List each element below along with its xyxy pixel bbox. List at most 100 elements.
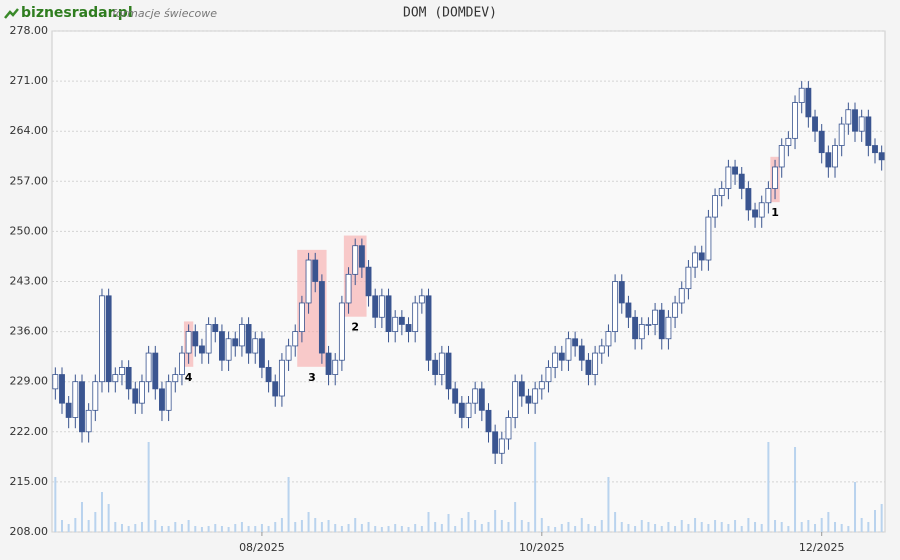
- volume-bar: [354, 518, 357, 532]
- candle-body: [438, 352, 445, 375]
- volume-bar: [414, 524, 417, 532]
- volume-bar: [154, 520, 157, 532]
- volume-bar: [700, 522, 703, 532]
- volume-bar: [874, 510, 877, 532]
- volume-bar: [240, 522, 243, 532]
- candle-body: [772, 166, 778, 189]
- candle-body: [192, 331, 199, 347]
- volume-bar: [214, 524, 217, 532]
- volume-bar: [820, 518, 823, 532]
- candle-body: [578, 345, 585, 361]
- y-tick-label: 250.00: [10, 224, 49, 237]
- volume-bar: [374, 526, 377, 532]
- candle-body: [852, 109, 858, 132]
- candle-body: [692, 252, 699, 268]
- y-tick-label: 264.00: [10, 124, 49, 137]
- candle-body: [665, 316, 672, 340]
- candle-body: [318, 281, 325, 354]
- candle-body: [585, 359, 592, 375]
- volume-bar: [387, 526, 390, 532]
- candle-body: [752, 209, 758, 218]
- candle-body: [105, 295, 112, 383]
- candle-body: [432, 359, 439, 375]
- candle-body: [492, 431, 499, 454]
- candle-body: [625, 302, 632, 318]
- logo-icon: [4, 8, 19, 19]
- candle-body: [712, 195, 719, 218]
- candle-body: [638, 324, 645, 340]
- volume-bar: [880, 504, 883, 532]
- candle-body: [812, 116, 818, 132]
- volume-bar: [454, 526, 457, 532]
- pattern-label: 1: [771, 206, 779, 219]
- volume-bar: [174, 522, 177, 532]
- candle-body: [212, 324, 219, 333]
- volume-bar: [167, 526, 170, 532]
- subtitle: formacje świecowe: [112, 7, 217, 20]
- candle-body: [412, 302, 419, 333]
- volume-bar: [567, 522, 570, 532]
- volume-bar: [247, 526, 250, 532]
- candle-body: [505, 417, 512, 440]
- volume-bar: [647, 522, 650, 532]
- volume-bar: [694, 518, 697, 532]
- volume-bar: [334, 524, 337, 532]
- volume-bar: [114, 522, 117, 532]
- volume-bar: [254, 526, 257, 532]
- candle-body: [345, 273, 352, 304]
- candle-body: [472, 388, 479, 404]
- volume-bar: [860, 518, 863, 532]
- volume-bar: [160, 526, 163, 532]
- volume-bar: [360, 524, 363, 532]
- volume-bar: [494, 510, 497, 532]
- volume-bar: [147, 442, 150, 532]
- candle-body: [285, 345, 292, 361]
- candle-body: [225, 338, 232, 361]
- volume-bar: [660, 526, 663, 532]
- candle-body: [732, 166, 738, 175]
- candle-body: [805, 87, 812, 118]
- volume-bar: [234, 524, 237, 532]
- volume-bar: [327, 520, 330, 532]
- candle-body: [85, 409, 92, 433]
- candle-body: [745, 188, 752, 211]
- candle-body: [532, 388, 539, 404]
- candle-body: [498, 438, 505, 454]
- volume-bar: [827, 512, 830, 532]
- y-tick-label: 243.00: [10, 275, 49, 288]
- volume-bar: [580, 518, 583, 532]
- candle-body: [378, 295, 385, 318]
- y-tick-label: 222.00: [10, 425, 49, 438]
- candle-body: [765, 188, 772, 204]
- volume-bar: [527, 522, 530, 532]
- candle-body: [425, 295, 432, 361]
- volume-bar: [300, 520, 303, 532]
- volume-bar: [547, 526, 550, 532]
- candle-body: [858, 116, 865, 132]
- candle-body: [305, 259, 312, 304]
- candle-body: [245, 324, 252, 354]
- volume-bar: [520, 520, 523, 532]
- volume-bar: [107, 504, 110, 532]
- candle-body: [112, 374, 119, 383]
- x-tick-label: 12/2025: [799, 541, 845, 554]
- volume-bar: [280, 518, 283, 532]
- candle-body: [518, 381, 525, 397]
- volume-bar: [420, 526, 423, 532]
- candle-body: [292, 331, 299, 347]
- candle-body: [872, 145, 878, 154]
- candle-body: [605, 331, 612, 347]
- candle-body: [165, 381, 172, 411]
- candle-body: [558, 352, 565, 361]
- candle-body: [352, 245, 359, 275]
- candle-body: [92, 381, 99, 411]
- candle-body: [645, 324, 652, 326]
- volume-bar: [220, 526, 223, 532]
- volume-bar: [734, 520, 737, 532]
- volume-bar: [314, 518, 317, 532]
- volume-bar: [480, 524, 483, 532]
- volume-bar: [587, 524, 590, 532]
- candle-body: [199, 345, 205, 354]
- volume-bar: [600, 520, 603, 532]
